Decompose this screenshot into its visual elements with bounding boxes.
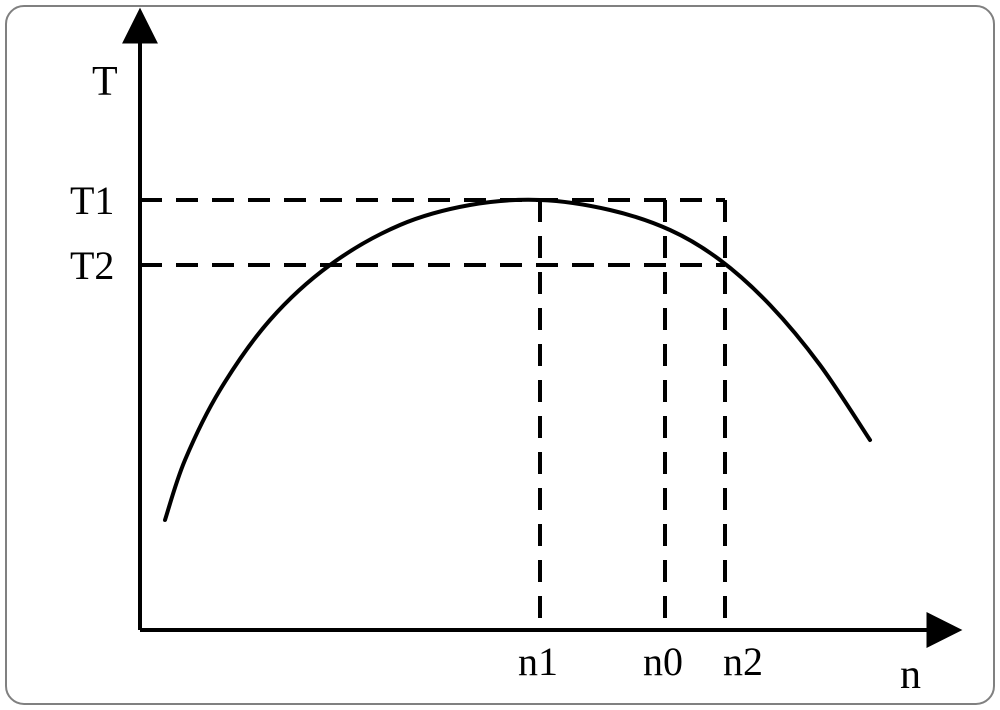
label-T1: T1 <box>70 178 114 223</box>
label-T2: T2 <box>70 243 114 288</box>
label-n1: n1 <box>518 639 558 684</box>
label-n2: n2 <box>723 639 763 684</box>
x-axis-label: n <box>900 652 921 698</box>
label-n0: n0 <box>643 639 683 684</box>
torque-speed-chart: Tn T1 T2 n1 n0 n2 <box>0 0 1000 710</box>
y-axis-label: T <box>92 59 118 105</box>
